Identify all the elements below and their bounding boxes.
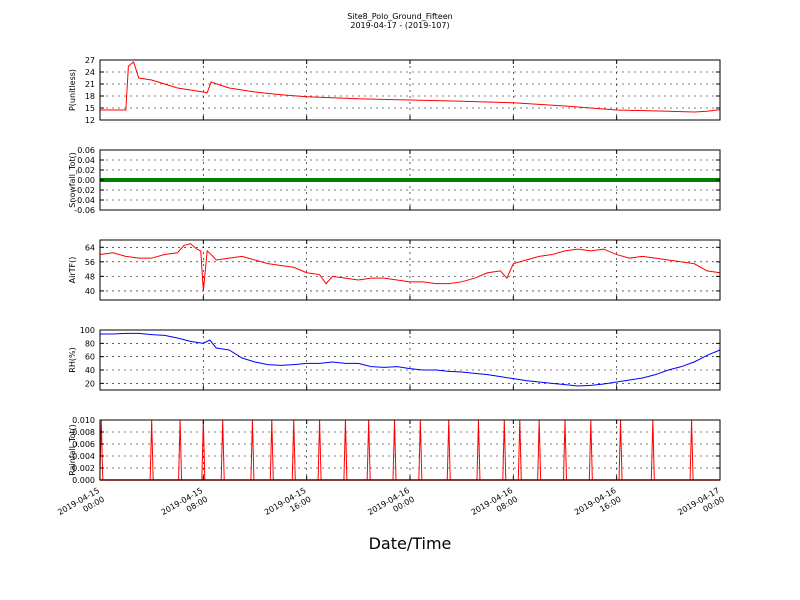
y-tick-label: 48	[85, 272, 95, 281]
rainfall-spike	[476, 419, 481, 481]
y-tick-label: 0.004	[72, 452, 95, 461]
y-tick-label: 40	[85, 287, 95, 296]
y-tick-label: -0.06	[74, 206, 95, 215]
rainfall-spike	[269, 419, 274, 481]
y-axis-label: AirTF()	[68, 257, 77, 284]
y-tick-label: 0.002	[72, 464, 95, 473]
y-tick-label: -0.04	[74, 196, 95, 205]
rainfall-spike	[418, 419, 423, 481]
y-tick-label: 0.010	[72, 416, 95, 425]
y-tick-label: 21	[85, 80, 95, 89]
rainfall-spike	[343, 419, 348, 481]
rainfall-spike	[537, 419, 542, 481]
y-axis-label: Rainfall_Tot()	[68, 424, 77, 476]
x-tick-label: 2019-04-1516:00	[263, 486, 313, 526]
y-tick-label: 0.02	[77, 166, 95, 175]
y-tick-label: 0.006	[72, 440, 95, 449]
rainfall-spike	[650, 419, 655, 481]
y-axis-label: Snowfall_Tot()	[68, 152, 77, 208]
y-tick-label: 24	[85, 68, 95, 77]
rainfall-spike	[317, 419, 322, 481]
x-tick-label: 2019-04-1600:00	[366, 486, 416, 526]
y-tick-label: 60	[85, 353, 95, 362]
x-axis-label: Date/Time	[368, 534, 452, 553]
y-tick-label: 56	[85, 258, 95, 267]
series-line	[100, 61, 721, 113]
x-tick-label: 2019-04-1700:00	[676, 486, 726, 526]
rainfall-spike	[446, 419, 451, 481]
y-tick-label: 12	[85, 116, 95, 125]
y-tick-label: 0.008	[72, 428, 95, 437]
rainfall-spike	[502, 419, 507, 481]
y-tick-label: 0.06	[77, 146, 95, 155]
y-tick-label: 40	[85, 366, 95, 375]
rainfall-spike	[689, 419, 694, 481]
y-axis-label: P(unitless)	[68, 69, 77, 111]
y-tick-label: 64	[85, 243, 95, 252]
y-tick-label: 18	[85, 92, 95, 101]
y-axis-label: RH(%)	[68, 347, 77, 372]
y-tick-label: 27	[85, 56, 95, 65]
rainfall-spike	[392, 419, 397, 481]
x-tick-label: 2019-04-1500:00	[56, 486, 106, 526]
y-tick-label: 0.00	[77, 176, 95, 185]
rainfall-spike	[563, 419, 567, 481]
rainfall-spike	[588, 419, 593, 481]
chart-title: Site8_Polo_Ground_Fifteen	[347, 12, 453, 21]
y-tick-label: 0.04	[77, 156, 95, 165]
x-tick-label: 2019-04-1508:00	[160, 486, 210, 526]
x-tick-label: 2019-04-1616:00	[573, 486, 623, 526]
rainfall-spike	[618, 419, 623, 481]
rainfall-spike	[178, 419, 183, 481]
x-tick-label: 2019-04-1608:00	[470, 486, 520, 526]
y-tick-label: 80	[85, 339, 95, 348]
chart-subtitle: 2019-04-17 - (2019-107)	[350, 21, 450, 30]
y-tick-label: -0.02	[74, 186, 95, 195]
rainfall-spike	[517, 419, 522, 481]
rainfall-spike	[149, 419, 154, 481]
y-tick-label: 0.000	[72, 476, 95, 485]
y-tick-label: 15	[85, 104, 95, 113]
y-tick-label: 100	[80, 326, 95, 335]
rainfall-spike	[250, 419, 255, 481]
series-line	[99, 243, 721, 291]
series-line	[100, 332, 721, 387]
y-tick-label: 20	[85, 379, 95, 388]
rainfall-spike	[366, 419, 371, 481]
rainfall-spike	[220, 419, 225, 481]
rainfall-spike	[291, 419, 296, 481]
